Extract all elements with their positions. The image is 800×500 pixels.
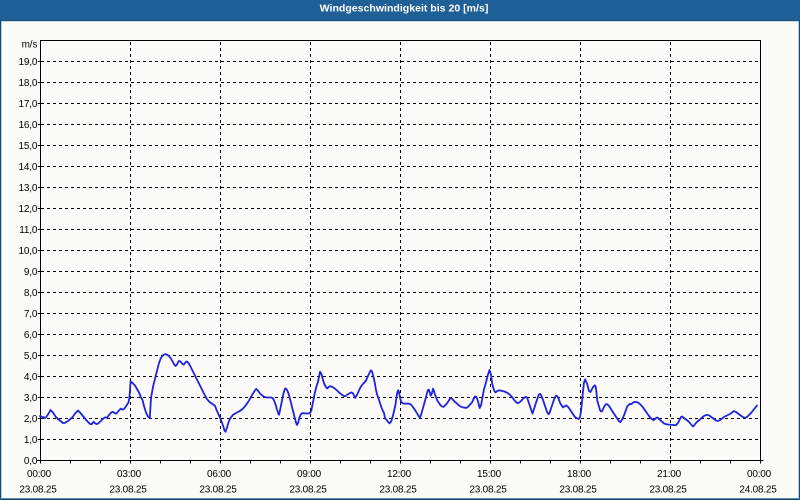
svg-text:15,0: 15,0 (19, 141, 38, 152)
svg-text:23.08.25: 23.08.25 (109, 485, 147, 496)
svg-text:5,0: 5,0 (24, 351, 38, 362)
svg-text:23.08.25: 23.08.25 (469, 485, 507, 496)
svg-text:13,0: 13,0 (19, 183, 38, 194)
svg-text:24.08.25: 24.08.25 (739, 485, 777, 496)
svg-text:11,0: 11,0 (19, 225, 38, 236)
svg-text:12:00: 12:00 (387, 469, 412, 480)
svg-text:06:00: 06:00 (207, 469, 232, 480)
svg-text:19,0: 19,0 (19, 57, 38, 68)
svg-text:1,0: 1,0 (24, 435, 38, 446)
svg-text:00:00: 00:00 (747, 469, 772, 480)
svg-text:6,0: 6,0 (24, 330, 38, 341)
svg-text:23.08.25: 23.08.25 (199, 485, 237, 496)
svg-text:14,0: 14,0 (19, 162, 38, 173)
svg-text:7,0: 7,0 (24, 309, 38, 320)
svg-text:3,0: 3,0 (24, 393, 38, 404)
svg-text:21:00: 21:00 (657, 469, 682, 480)
svg-text:4,0: 4,0 (24, 372, 38, 383)
svg-text:8,0: 8,0 (24, 288, 38, 299)
svg-text:18:00: 18:00 (567, 469, 592, 480)
svg-text:23.08.25: 23.08.25 (559, 485, 597, 496)
svg-text:0,0: 0,0 (24, 456, 38, 467)
svg-text:10,0: 10,0 (19, 246, 38, 257)
svg-text:23.08.25: 23.08.25 (289, 485, 327, 496)
svg-text:m/s: m/s (22, 39, 38, 50)
svg-text:2,0: 2,0 (24, 414, 38, 425)
svg-text:23.08.25: 23.08.25 (379, 485, 417, 496)
svg-text:9,0: 9,0 (24, 267, 38, 278)
svg-text:16,0: 16,0 (19, 120, 38, 131)
svg-text:17,0: 17,0 (19, 99, 38, 110)
svg-text:Windgeschwindigkeit bis 20 [m/: Windgeschwindigkeit bis 20 [m/s] (320, 3, 489, 15)
svg-text:00:00: 00:00 (27, 469, 52, 480)
svg-text:12,0: 12,0 (19, 204, 38, 215)
svg-text:18,0: 18,0 (19, 78, 38, 89)
svg-text:23.08.25: 23.08.25 (19, 485, 57, 496)
svg-text:23.08.25: 23.08.25 (649, 485, 687, 496)
svg-text:03:00: 03:00 (117, 469, 142, 480)
svg-text:09:00: 09:00 (297, 469, 322, 480)
svg-text:15:00: 15:00 (477, 469, 502, 480)
